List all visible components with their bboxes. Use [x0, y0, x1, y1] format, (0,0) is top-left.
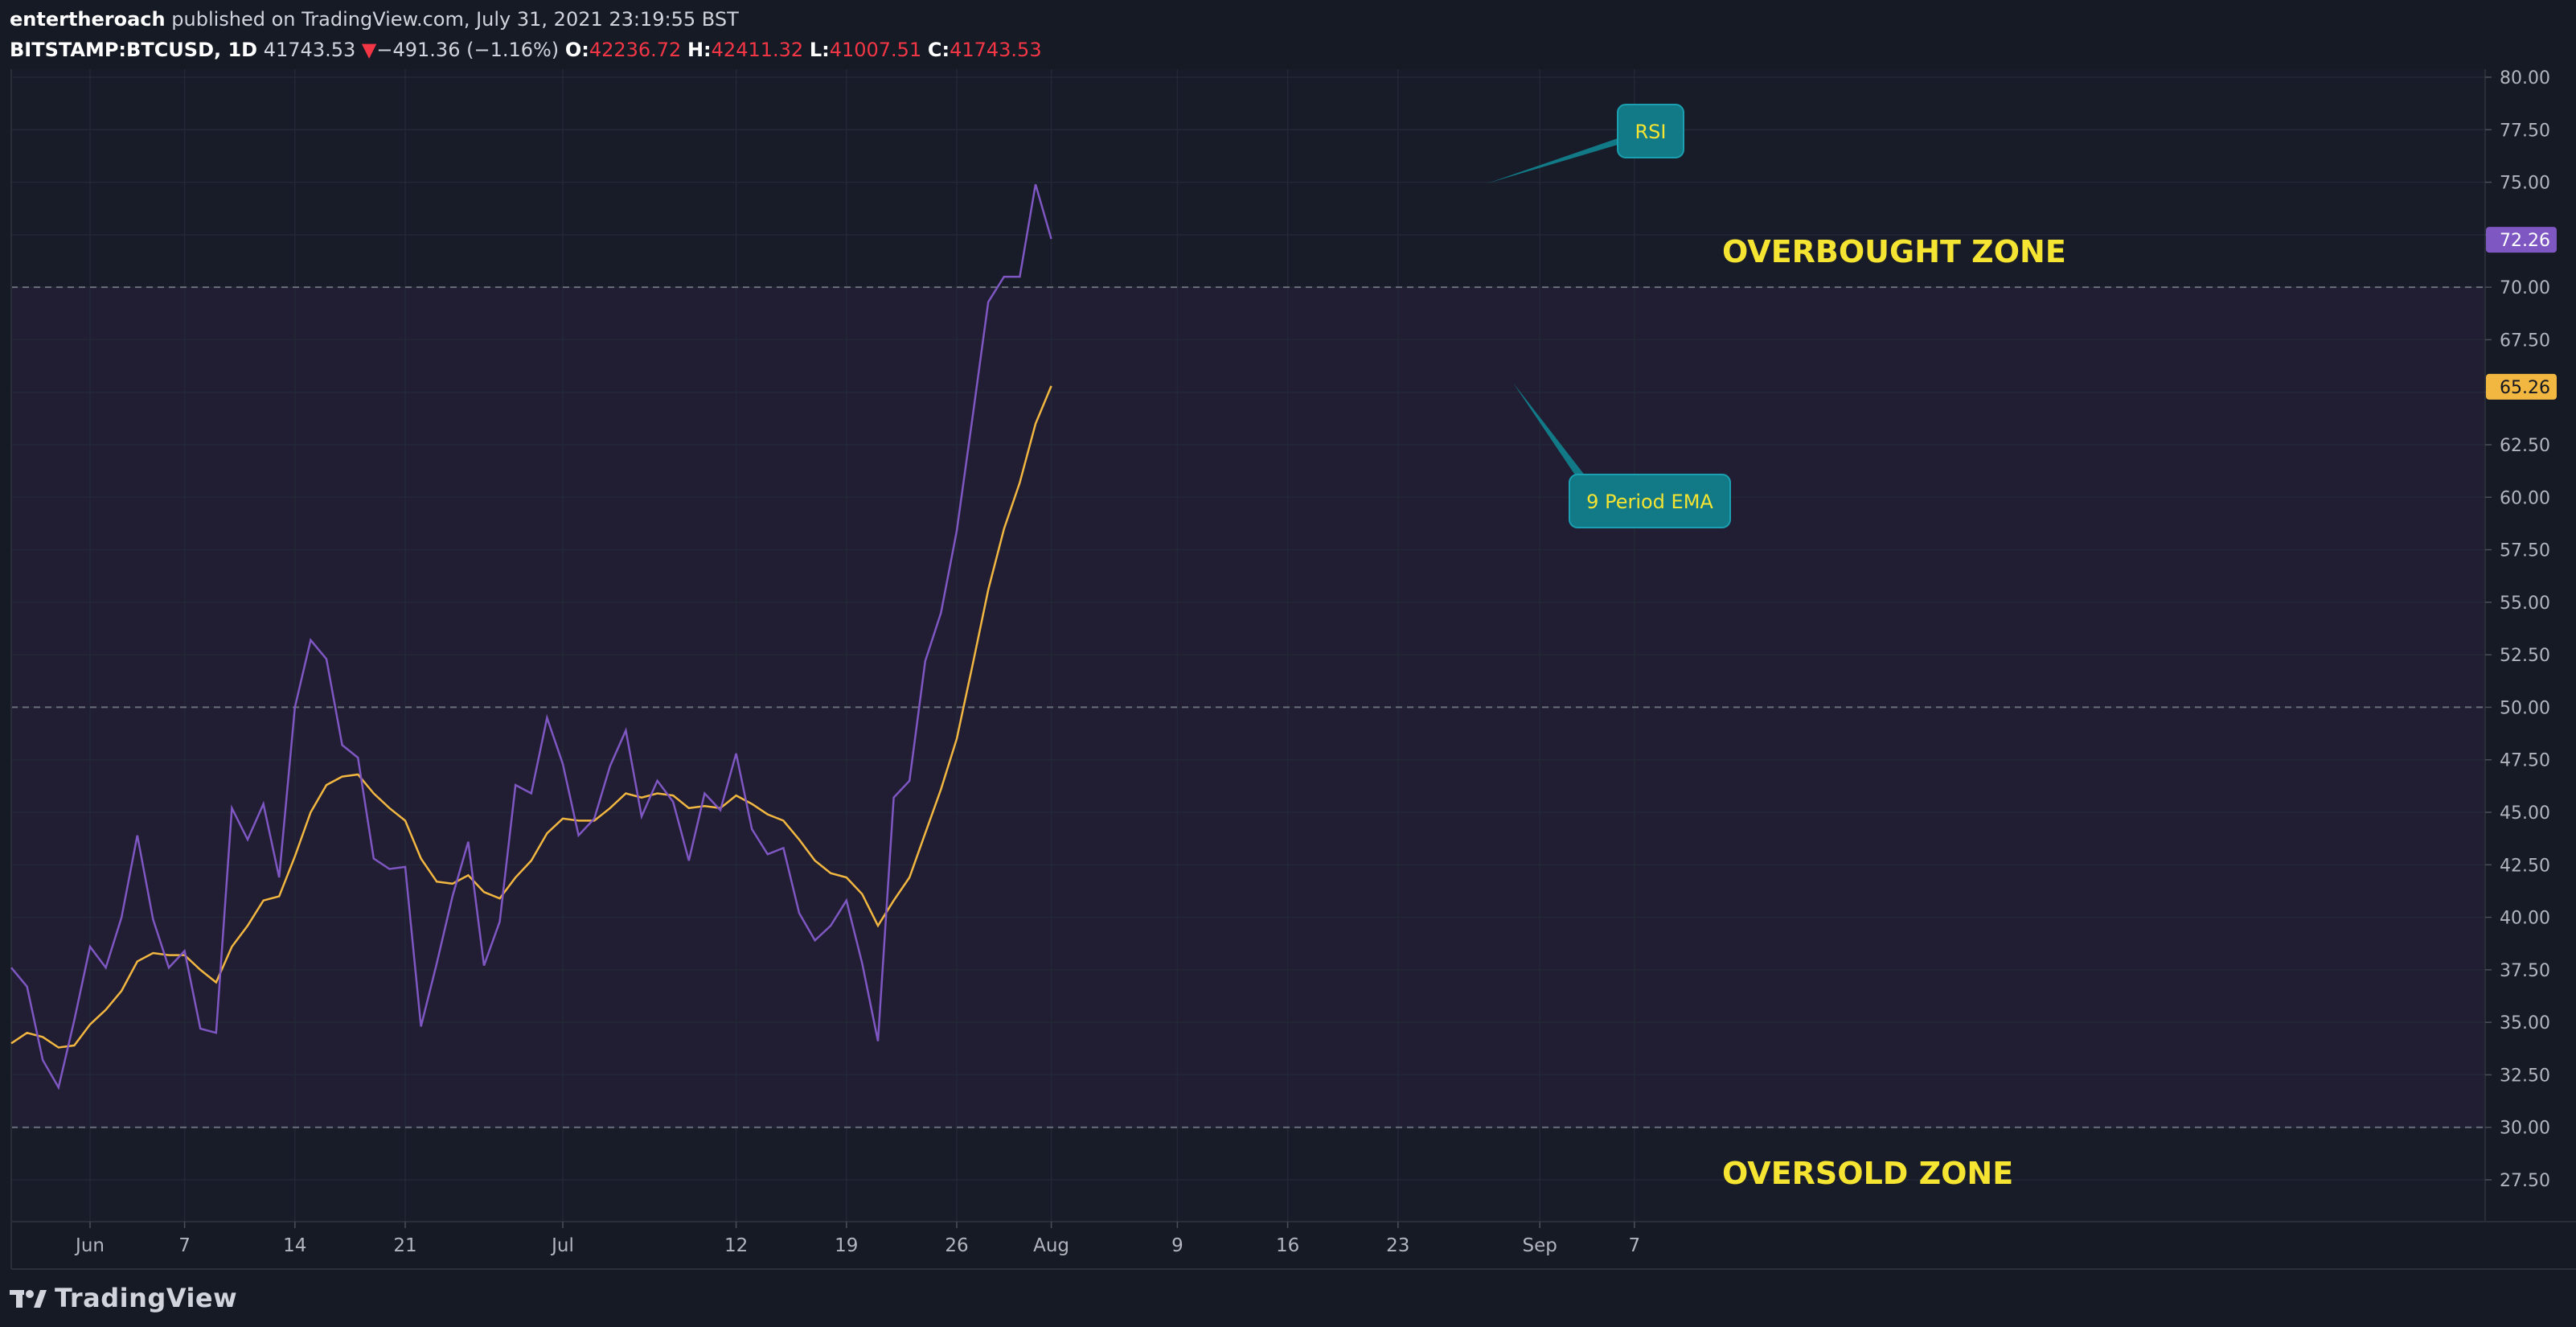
ema-tag-box — [2486, 373, 2557, 400]
low-value: 41007.51 — [829, 39, 922, 61]
y-tick-label: 67.50 — [2500, 331, 2550, 351]
rsi-callout-box — [1617, 104, 1684, 158]
author-name[interactable]: entertheroach — [10, 8, 166, 31]
x-tick-label: Jul — [550, 1235, 574, 1256]
publish-line: entertheroach published on TradingView.c… — [10, 3, 1042, 35]
rsi-series-line — [10, 183, 1052, 1091]
y-tick-label: 35.00 — [2500, 1013, 2550, 1033]
grid-lines — [11, 69, 2485, 1222]
x-tick-label: 14 — [283, 1235, 306, 1256]
y-tick-label: 52.50 — [2500, 646, 2550, 666]
oversold-zone-label: OVERSOLD ZONE — [1722, 1156, 2013, 1191]
level-lines — [11, 286, 2485, 1128]
x-tick-label: 7 — [178, 1235, 191, 1256]
time-axis[interactable]: Jun 7 14 21 Jul 12 19 26 Aug 9 16 23 Sep 7 — [74, 1222, 1640, 1256]
y-tick-label: 30.00 — [2500, 1119, 2550, 1139]
ema-tag-text: 65.26 — [2500, 378, 2550, 398]
high-label: H: — [687, 39, 712, 61]
rsi-callout-pointer — [1487, 138, 1618, 183]
y-tick-label: 50.00 — [2500, 698, 2550, 718]
x-tick-label: 26 — [945, 1235, 968, 1256]
rsi-last-value-tag: 72.26 — [2486, 227, 2557, 253]
y-tick-label: 42.50 — [2500, 856, 2550, 876]
y-tick-label: 60.00 — [2500, 488, 2550, 508]
x-tick-label: Sep — [1523, 1235, 1557, 1256]
tradingview-logo[interactable]: TradingView — [10, 1277, 237, 1319]
y-tick-label: 40.00 — [2500, 909, 2550, 929]
x-tick-label: 19 — [835, 1235, 858, 1256]
x-tick-label: Aug — [1033, 1235, 1069, 1256]
y-tick-label: 32.50 — [2500, 1066, 2550, 1086]
y-tick-label: 80.00 — [2500, 68, 2550, 88]
x-tick-label: 12 — [724, 1235, 748, 1256]
y-tick-label: 27.50 — [2500, 1171, 2550, 1191]
chart-header: entertheroach published on TradingView.c… — [10, 3, 1042, 68]
tradingview-logo-icon — [10, 1290, 47, 1308]
y-tick-label: 75.00 — [2500, 174, 2550, 194]
down-arrow-icon: ▼ — [361, 39, 377, 61]
x-tick-label: 16 — [1276, 1235, 1299, 1256]
y-tick-label: 45.00 — [2500, 803, 2550, 824]
ema-callout[interactable]: 9 Period EMA — [1513, 383, 1731, 528]
overbought-zone-label: OVERBOUGHT ZONE — [1722, 234, 2066, 269]
close-value: 41743.53 — [950, 39, 1042, 61]
ohlc-line: BITSTAMP:BTCUSD, 1D 41743.53 ▼−491.36 (−… — [10, 35, 1042, 64]
y-tick-label: 77.50 — [2500, 121, 2550, 141]
last-price: 41743.53 — [263, 39, 356, 61]
rsi-tag-box — [2486, 227, 2557, 253]
ema-callout-text: 9 Period EMA — [1586, 491, 1713, 513]
x-tick-label: 9 — [1171, 1235, 1183, 1256]
y-tick-label: 55.00 — [2500, 594, 2550, 614]
open-value: 42236.72 — [589, 39, 682, 61]
ema-callout-box — [1569, 474, 1731, 528]
rsi-callout[interactable]: RSI — [1487, 104, 1684, 183]
x-tick-label: 21 — [393, 1235, 416, 1256]
symbol-label[interactable]: BITSTAMP:BTCUSD, 1D — [10, 39, 258, 61]
x-tick-label: Jun — [74, 1235, 105, 1256]
y-tick-label: 62.50 — [2500, 436, 2550, 456]
published-text: published on TradingView.com, July 31, 2… — [171, 8, 739, 31]
price-change: −491.36 (−1.16%) — [376, 39, 560, 61]
open-label: O: — [564, 39, 589, 61]
y-tick-label: 37.50 — [2500, 961, 2550, 981]
high-value: 42411.32 — [711, 39, 804, 61]
close-label: C: — [927, 39, 950, 61]
rsi-tag-text: 72.26 — [2500, 231, 2550, 251]
x-tick-label: 23 — [1386, 1235, 1409, 1256]
y-tick-label: 70.00 — [2500, 278, 2550, 298]
rsi-callout-text: RSI — [1635, 121, 1667, 143]
y-tick-label: 57.50 — [2500, 541, 2550, 561]
tradingview-logo-text: TradingView — [55, 1283, 238, 1313]
ema-last-value-tag: 65.26 — [2486, 373, 2557, 400]
x-tick-label: 7 — [1628, 1235, 1640, 1256]
ema-callout-pointer — [1513, 383, 1585, 476]
low-label: L: — [809, 39, 830, 61]
y-tick-label: 47.50 — [2500, 751, 2550, 771]
